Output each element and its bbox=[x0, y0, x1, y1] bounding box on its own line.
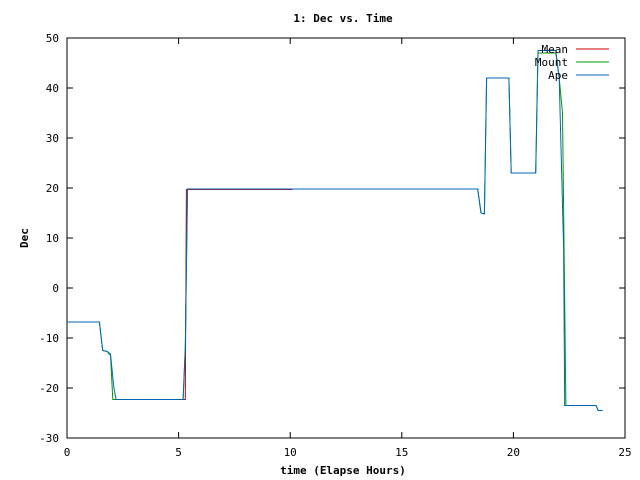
x-tick-label: 5 bbox=[175, 446, 182, 459]
series-line-mean bbox=[116, 189, 293, 400]
x-axis-label: time (Elapse Hours) bbox=[280, 464, 406, 477]
series-line-mount bbox=[67, 52, 603, 411]
y-tick-label: 50 bbox=[46, 32, 59, 45]
y-tick-label: -20 bbox=[39, 382, 59, 395]
plot-frame bbox=[66, 37, 626, 439]
x-tick-label: 10 bbox=[284, 446, 297, 459]
y-axis-label: Dec bbox=[18, 228, 31, 248]
series-line-ape bbox=[67, 50, 603, 411]
legend-label-mount: Mount bbox=[535, 56, 568, 69]
y-tick-label: 40 bbox=[46, 82, 59, 95]
x-tick-label: 25 bbox=[618, 446, 631, 459]
x-tick-label: 20 bbox=[507, 446, 520, 459]
x-tick-label: 15 bbox=[395, 446, 408, 459]
y-tick-label: -30 bbox=[39, 432, 59, 445]
x-tick-label: 0 bbox=[64, 446, 71, 459]
y-tick-label: 20 bbox=[46, 182, 59, 195]
plot-area: 0 5 10 15 20 25 -30 -20 -10 0 10 20 30 40 50 MeanMountA… bbox=[39, 32, 632, 459]
y-tick-label: -10 bbox=[39, 332, 59, 345]
y-tick-label: 0 bbox=[52, 282, 59, 295]
legend-label-mean: Mean bbox=[542, 43, 569, 56]
chart-title: 1: Dec vs. Time bbox=[293, 12, 393, 25]
y-tick-label: 30 bbox=[46, 132, 59, 145]
legend-label-ape: Ape bbox=[548, 69, 568, 82]
y-tick-label: 10 bbox=[46, 232, 59, 245]
